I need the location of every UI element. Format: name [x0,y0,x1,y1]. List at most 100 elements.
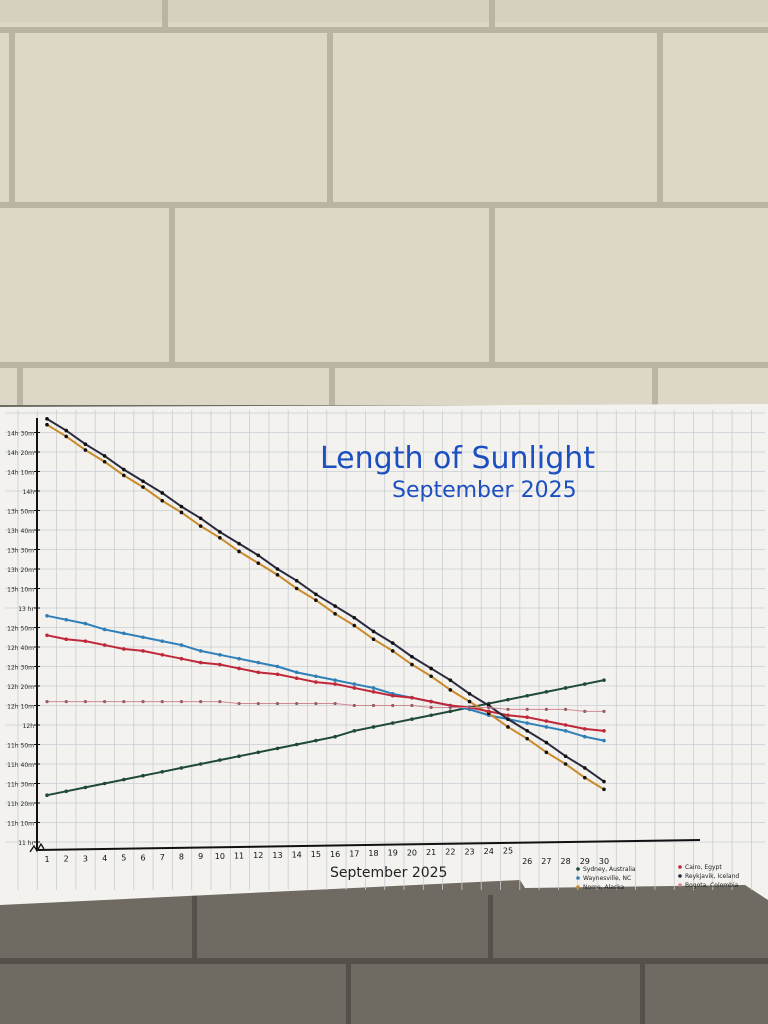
x-tick-label: 28 [560,857,570,866]
legend-item: Bogota, Colombia [678,882,739,889]
series-sydney-australia [45,678,606,797]
data-point-nome-alaska [141,485,145,489]
y-tick-label: 11h 40m [7,762,34,769]
data-point-reykjavik-iceland [448,678,453,682]
data-point-reykjavik-iceland [582,766,587,770]
data-point-waynesville-nc [237,656,241,661]
data-point-nome-alaska [275,573,280,577]
data-point-reykjavik-iceland [314,592,318,597]
x-tick-label: 30 [599,857,609,866]
data-point-waynesville-nc [256,660,261,665]
data-point-cairo-egypt [141,649,145,653]
x-tick-label: 20 [407,848,417,857]
legend-item: Reykjavik, Iceland [678,873,739,880]
data-point-nome-alaska [544,750,549,755]
data-point-bogota-colombia [506,707,510,712]
legend-label: Sydney, Australia [583,866,636,873]
x-tick-label: 15 [311,850,321,859]
legend-marker [576,867,580,871]
data-point-cairo-egypt [275,672,280,677]
x-tick-label: 18 [368,849,378,858]
data-point-cairo-egypt [83,639,88,643]
data-point-nome-alaska [122,473,126,478]
legend-label: Reykjavik, Iceland [685,873,739,880]
series-lines [45,417,606,797]
x-tick-label: 11 [234,852,244,861]
data-point-sydney-australia [314,738,318,743]
y-tick-label: 13h 40m [7,528,34,535]
x-tick-label: 27 [541,857,551,866]
x-tick-label: 19 [388,849,398,858]
data-point-sydney-australia [371,725,376,729]
data-point-reykjavik-iceland [467,692,472,696]
series-waynesville-nc [45,614,606,743]
data-point-cairo-egypt [64,637,69,641]
data-point-cairo-egypt [294,676,299,680]
chart-paper [0,404,768,905]
data-point-waynesville-nc [160,639,165,643]
data-point-cairo-egypt [563,723,568,727]
x-tick-label: 21 [426,848,436,857]
x-tick-label: 2 [64,855,69,864]
data-point-cairo-egypt [122,647,126,651]
data-point-nome-alaska [602,787,606,792]
data-point-sydney-australia [333,734,337,739]
data-point-reykjavik-iceland [371,629,376,634]
data-point-cairo-egypt [429,699,433,704]
data-point-cairo-egypt [486,709,491,714]
data-point-reykjavik-iceland [602,779,606,784]
data-point-sydney-australia [45,793,49,797]
y-tick-label: 12h 10m [7,704,34,711]
data-point-bogota-colombia [314,701,318,706]
data-point-cairo-egypt [525,715,529,719]
data-point-sydney-australia [429,713,433,718]
data-point-bogota-colombia [141,700,145,704]
data-point-nome-alaska [506,725,510,729]
data-point-cairo-egypt [160,653,165,657]
data-point-sydney-australia [122,777,126,782]
data-point-nome-alaska [45,422,49,427]
data-point-waynesville-nc [333,678,337,682]
x-tick-label: 9 [198,852,203,861]
legend-label: Bogota, Colombia [685,882,739,889]
data-point-cairo-egypt [352,686,357,690]
data-point-nome-alaska [582,775,587,780]
y-tick-label: 14h 20m [7,450,34,457]
data-point-waynesville-nc [371,686,376,690]
data-point-reykjavik-iceland [237,541,241,546]
x-tick-label: 17 [349,849,359,858]
series-line-waynesville-nc [46,614,605,742]
x-tick-label: 24 [484,847,494,856]
data-point-nome-alaska [371,637,376,641]
legend-item: Sydney, Australia [576,866,636,873]
data-point-sydney-australia [563,686,568,690]
series-line-cairo-egypt [46,634,605,732]
data-point-bogota-colombia [487,705,491,710]
data-point-reykjavik-iceland [294,578,299,583]
data-point-reykjavik-iceland [275,567,280,571]
data-point-waynesville-nc [141,635,145,640]
data-point-cairo-egypt [314,680,318,684]
data-point-reykjavik-iceland [256,553,261,558]
data-point-cairo-egypt [218,662,222,667]
x-tick-label: 23 [464,847,474,856]
x-tick-label: 14 [292,850,302,859]
data-point-reykjavik-iceland [83,442,88,447]
y-tick-label: 14h 10m [7,470,34,477]
data-point-bogota-colombia [275,701,280,706]
data-point-bogota-colombia [448,705,452,710]
y-tick-label: 14h [23,489,35,496]
data-point-nome-alaska [429,674,433,679]
data-point-bogota-colombia [160,700,164,704]
data-point-sydney-australia [218,758,222,762]
series-bogota-colombia [45,700,606,713]
data-point-waynesville-nc [218,653,222,657]
series-line-bogota-colombia [47,701,604,712]
data-point-nome-alaska [467,699,472,704]
data-point-nome-alaska [525,736,529,741]
x-tick-label: 7 [160,853,165,862]
y-tick-label: 13 hr [18,606,34,613]
data-point-reykjavik-iceland [544,740,549,745]
data-point-sydney-australia [506,697,510,702]
